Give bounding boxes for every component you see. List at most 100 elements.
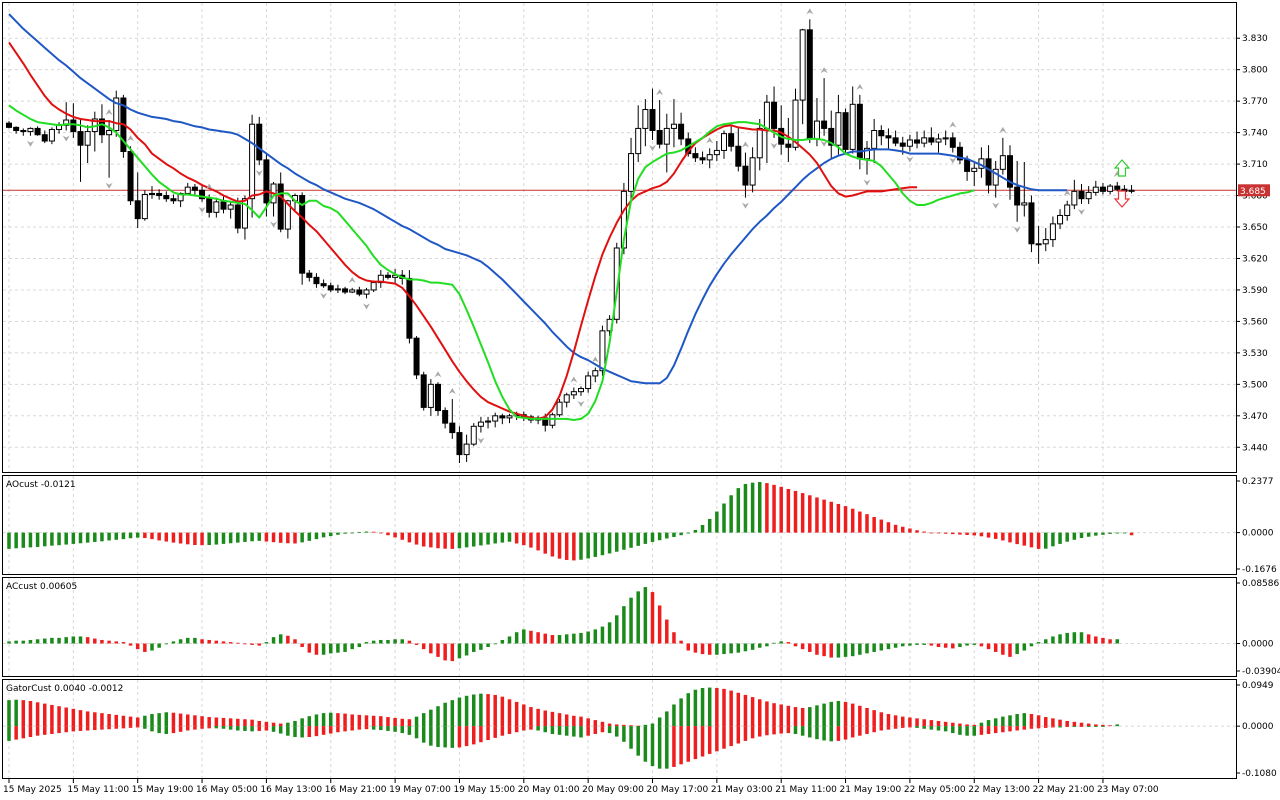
gator-title: GatorCust 0.0040 -0.0012 [6, 684, 123, 694]
histogram-bar [393, 639, 397, 644]
time-tick-label: 21 May 03:00 [711, 785, 773, 795]
histogram-bar [886, 522, 891, 533]
gator-upper-bar [371, 715, 376, 727]
histogram-bar [1015, 643, 1019, 655]
fractal-down-icon [363, 303, 370, 310]
histogram-bar [579, 632, 583, 644]
gator-upper-bar [1015, 714, 1019, 727]
gator-upper-bar [607, 723, 612, 727]
candle-bull [706, 154, 713, 161]
gator-lower-bar [929, 726, 934, 730]
histogram-bar [264, 642, 269, 644]
histogram-bar [822, 643, 826, 657]
histogram-bar [507, 532, 512, 542]
candle-bear [320, 283, 327, 287]
gator-upper-bar [636, 725, 640, 727]
time-tick-label: 16 May 13:00 [260, 785, 322, 795]
candle-bear [170, 198, 177, 202]
gator-upper-bar [393, 717, 397, 727]
histogram-bar [329, 532, 333, 537]
gator-upper-bar [429, 709, 433, 727]
histogram-bar [85, 637, 90, 644]
gator-upper-bar [436, 706, 440, 727]
gator-upper-bar [214, 717, 219, 727]
price-tick-label: 3.770 [1242, 97, 1268, 107]
histogram-bar [457, 643, 462, 659]
histogram-bar [850, 508, 855, 533]
histogram-bar [264, 532, 269, 542]
fractal-down-icon [770, 142, 778, 149]
main-price-panel[interactable]: 3.830 3.800 3.770 3.740 3.710 3.680 3.650 3.620… [3, 8, 1270, 463]
histogram-bar [350, 643, 354, 650]
histogram-bar [1036, 532, 1041, 549]
sell-signal-arrow-icon [1113, 190, 1131, 208]
gator-upper-bar [21, 700, 26, 727]
gator-lower-bar [607, 726, 612, 734]
gator-lower-bar [665, 726, 669, 769]
gator-lower-bar [257, 726, 261, 731]
gator-upper-bar [357, 714, 362, 727]
histogram-bar [622, 532, 626, 550]
gator-lower-bar [264, 726, 269, 731]
gator-upper-bar [450, 700, 455, 727]
gator-upper-bar [164, 712, 169, 727]
histogram-bar [421, 643, 426, 650]
histogram-bar [908, 528, 912, 533]
histogram-bar [71, 636, 76, 644]
gator-lower-bar [1094, 726, 1098, 727]
gator-lower-bar [815, 726, 819, 740]
histogram-bar [143, 643, 147, 652]
candle-bull [106, 130, 113, 136]
gator-upper-bar [300, 718, 304, 727]
histogram-bar [1129, 532, 1134, 536]
gator-lower-bar [50, 726, 54, 734]
gator-panel[interactable]: 0.0949 0.0000 -0.1080 [3, 681, 1277, 779]
gator-lower-bar [715, 726, 719, 752]
histogram-bar [35, 639, 40, 644]
gator-upper-bar [958, 723, 962, 727]
gator-upper-bar [14, 699, 18, 727]
histogram-bar [965, 532, 969, 535]
histogram-bar [71, 532, 76, 544]
fractal-down-icon [949, 157, 957, 164]
histogram-bar [93, 638, 97, 644]
gator-lower-bar [64, 726, 68, 733]
candle-bear [327, 285, 334, 291]
histogram-bar [607, 622, 612, 644]
histogram-bar [271, 637, 276, 644]
ac-panel[interactable]: 0.08586 0.0000 -0.03904 [3, 579, 1280, 677]
histogram-bar [278, 634, 283, 644]
gator-upper-bar [550, 711, 555, 727]
histogram-bar [522, 532, 526, 546]
histogram-bar [858, 643, 862, 655]
gator-lower-bar [1058, 726, 1062, 728]
histogram-bar [457, 532, 462, 549]
gator-upper-bar [400, 718, 404, 727]
histogram-bar [1008, 643, 1012, 657]
histogram-bar [593, 532, 598, 557]
histogram-bar [371, 531, 376, 533]
gator-upper-bar [715, 687, 719, 727]
histogram-bar [336, 532, 340, 535]
gator-upper-bar [564, 714, 569, 727]
ao-panel[interactable]: 0.2377 0.0000 -0.1676 [3, 477, 1277, 575]
fractal-down-icon [62, 135, 70, 142]
fractal-up-icon [348, 276, 356, 283]
histogram-bar [150, 532, 154, 540]
gator-lower-bar [107, 726, 111, 730]
gator-upper-bar [186, 714, 190, 727]
fractal-down-icon [26, 140, 34, 147]
histogram-bar [214, 532, 219, 545]
histogram-bar [429, 532, 433, 548]
histogram-bar [107, 532, 111, 541]
candle-bear [1078, 190, 1085, 200]
histogram-bar [257, 643, 261, 646]
gator-lower-bar [550, 726, 555, 734]
candle-bear [234, 204, 241, 229]
gator-upper-bar [1008, 715, 1012, 727]
time-tick-label: 22 May 13:00 [968, 785, 1030, 795]
histogram-bar [786, 488, 791, 533]
candle-bear [878, 130, 885, 137]
gator-lower-bar [850, 726, 855, 738]
